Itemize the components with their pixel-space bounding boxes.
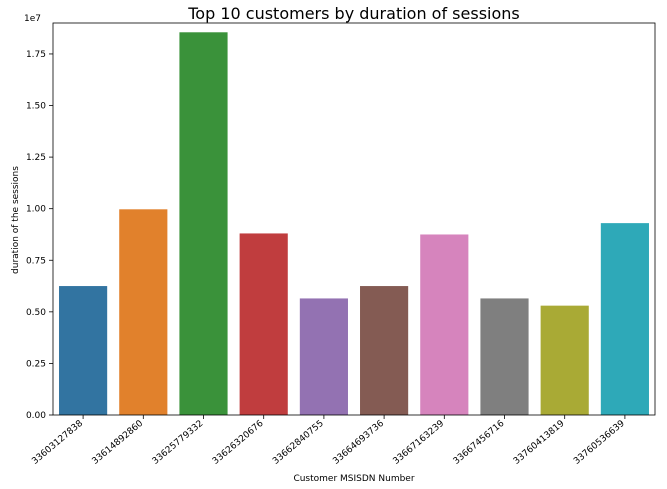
- x-tick-label: 33760413819: [512, 418, 567, 466]
- y-tick-label: 1.50: [26, 102, 46, 112]
- x-tick-label: 33760536639: [572, 418, 627, 466]
- bar-33760536639: [600, 223, 649, 415]
- bar-33664693736: [360, 286, 409, 415]
- bar-33662840755: [299, 298, 348, 415]
- bar-33667163239: [420, 234, 469, 415]
- x-tick-label: 33664693736: [331, 418, 386, 466]
- x-tick-label: 33626320676: [211, 418, 266, 466]
- y-tick-label: 0.50: [26, 308, 46, 318]
- x-tick-label: 33625779332: [151, 419, 206, 467]
- bar-33626320676: [239, 233, 288, 415]
- y-axis-offset-label: 1e7: [24, 14, 41, 24]
- x-tick-label: 33662840755: [271, 419, 326, 467]
- bar-33667456716: [480, 298, 529, 415]
- bar-33625779332: [179, 32, 228, 415]
- x-tick-label: 33614892860: [91, 418, 146, 466]
- x-axis-label: Customer MSISDN Number: [293, 474, 414, 484]
- x-tick-label: 33603127838: [30, 418, 85, 466]
- y-tick-label: 1.25: [26, 153, 46, 163]
- plot-area: 0.00 0.25 0.50 0.75 1.00 1.25 1.50 1.75 33603127…: [26, 22, 656, 467]
- y-tick-label: 0.25: [26, 359, 46, 369]
- plot-frame: [52, 22, 656, 416]
- y-tick-label: 1.00: [26, 205, 46, 215]
- x-tick-label: 33667163239: [392, 418, 447, 466]
- y-tick-label: 1.75: [26, 50, 46, 60]
- bar-33614892860: [119, 209, 168, 415]
- bar-33760413819: [540, 305, 589, 415]
- bar-33603127838: [59, 286, 108, 415]
- y-axis-label: duration of the sessions: [11, 166, 21, 274]
- y-tick-label: 0.00: [26, 411, 46, 421]
- x-tick-label: 33667456716: [452, 418, 507, 466]
- chart-title: Top 10 customers by duration of sessions: [187, 4, 520, 23]
- y-tick-label: 0.75: [26, 256, 46, 266]
